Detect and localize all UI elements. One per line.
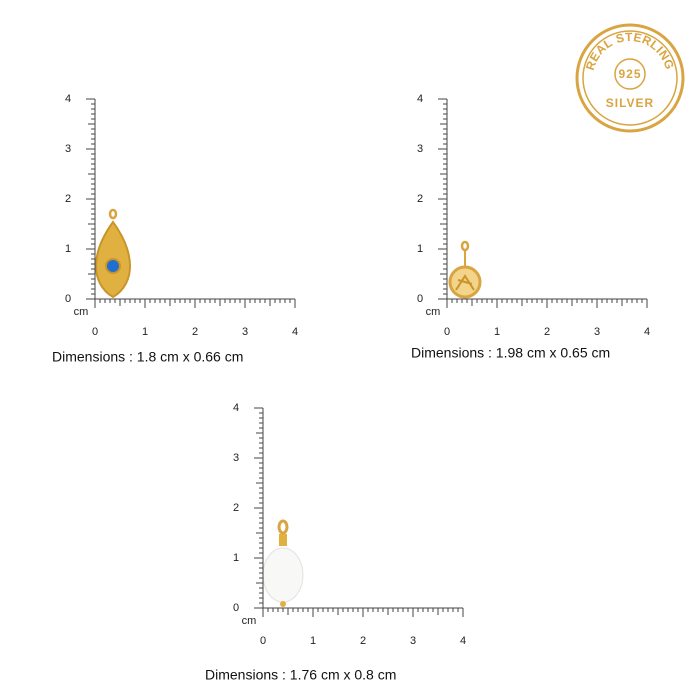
y-tick-label: 2 [417,193,423,205]
x-tick-label: 0 [92,326,98,338]
x-tick-label: 2 [360,635,366,647]
badge-bottom: SILVER [606,96,654,110]
unit-label: cm [74,306,89,318]
x-tick-label: 3 [242,326,248,338]
x-tick-label: 0 [444,326,450,338]
x-tick-label: 4 [644,326,650,338]
y-tick-label: 2 [233,502,239,514]
x-tick-label: 3 [410,635,416,647]
pendant-coin [448,240,482,299]
pendant-pearl [262,519,304,607]
y-tick-label: 1 [65,243,71,255]
y-tick-label: 0 [417,293,423,305]
pendant-evil-eye [94,208,132,299]
y-tick-label: 3 [417,143,423,155]
x-tick-label: 1 [142,326,148,338]
unit-label: cm [426,306,441,318]
x-tick-label: 0 [260,635,266,647]
x-tick-label: 2 [544,326,550,338]
y-tick-label: 1 [417,243,423,255]
y-tick-label: 3 [233,452,239,464]
y-tick-label: 3 [65,143,71,155]
dimensions-caption: Dimensions : 1.8 cm x 0.66 cm [52,349,243,365]
silver-badge: REAL STERLING 925 SILVER [575,23,685,133]
x-tick-label: 1 [310,635,316,647]
dimensions-caption: Dimensions : 1.76 cm x 0.8 cm [205,667,396,683]
y-tick-label: 4 [233,402,239,414]
y-tick-label: 4 [65,93,71,105]
x-tick-label: 1 [494,326,500,338]
dimensions-caption: Dimensions : 1.98 cm x 0.65 cm [411,345,610,361]
x-tick-label: 2 [192,326,198,338]
y-tick-label: 0 [233,602,239,614]
x-tick-label: 3 [594,326,600,338]
x-tick-label: 4 [292,326,298,338]
y-tick-label: 0 [65,293,71,305]
y-tick-label: 2 [65,193,71,205]
unit-label: cm [242,615,257,627]
x-tick-label: 4 [460,635,466,647]
y-tick-label: 4 [417,93,423,105]
y-tick-label: 1 [233,552,239,564]
badge-center: 925 [618,67,641,81]
